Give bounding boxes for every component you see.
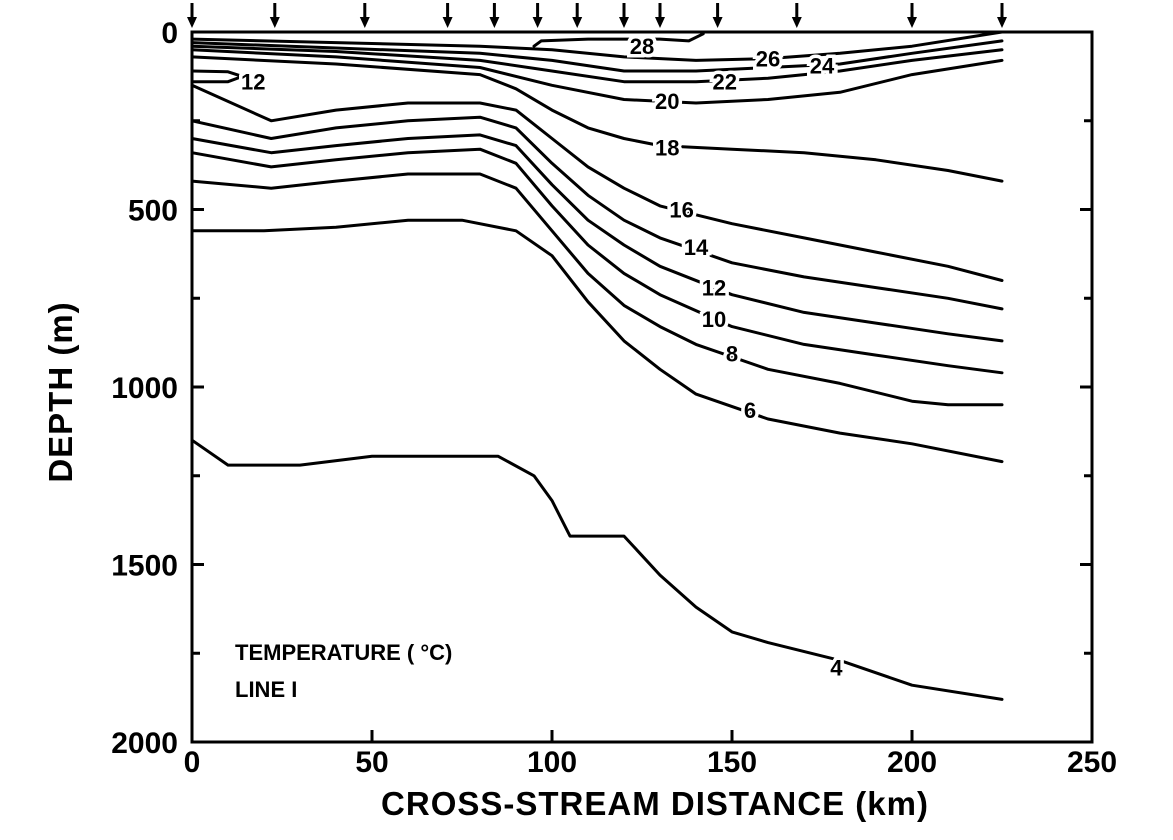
isotherm-14-line — [190, 115, 1004, 311]
contour-lines — [190, 30, 1004, 701]
isotherm-18-label: 18 — [655, 135, 679, 160]
station-arrow-icon — [655, 17, 665, 28]
isotherm-4-label: 4 — [830, 655, 843, 680]
isotherm-12-line — [190, 69, 244, 84]
isotherm-20-line — [190, 48, 1004, 105]
x-tick-label: 200 — [887, 746, 937, 779]
isotherm-28-label: 28 — [630, 34, 654, 59]
isotherm-26-label: 26 — [756, 47, 780, 72]
x-tick-label: 150 — [707, 746, 757, 779]
isotherm-26-line — [190, 30, 1004, 62]
annotation-temperature: TEMPERATURE ( °C) — [235, 640, 452, 665]
isotherm-4-line — [190, 438, 1004, 701]
isotherm-12-line — [190, 133, 1004, 343]
isotherm-16-label: 16 — [669, 198, 693, 223]
axis-ticks: 0 50 100 150 200 250 0 500 1000 1500 2000 — [111, 17, 1117, 779]
y-axis-title: DEPTH (m) — [42, 301, 79, 482]
isotherm-12-label: 12 — [702, 276, 726, 301]
y-tick-label: 0 — [161, 17, 178, 50]
y-tick-label: 500 — [128, 195, 178, 228]
station-arrow-icon — [359, 17, 370, 28]
contour-labels: 28 26 24 22 20 18 16 14 12 108 6 4 12 — [237, 31, 846, 684]
station-arrow-icon — [997, 17, 1007, 28]
isotherm-8-label: 8 — [726, 341, 738, 366]
station-arrow-icon — [489, 17, 500, 28]
station-arrow-icon — [187, 17, 197, 28]
isotherm-10-line — [190, 147, 1004, 375]
isotherm-8-line — [190, 172, 1004, 407]
isotherm-22-line — [190, 44, 1004, 84]
isotherm-6-label: 6 — [744, 398, 756, 423]
annotation-line: LINE I — [235, 677, 297, 702]
plot-area-border — [190, 30, 1094, 744]
station-arrow-icon — [532, 17, 543, 28]
isotherm-6-line — [190, 218, 1004, 464]
x-tick-label: 0 — [184, 746, 201, 779]
y-tick-label: 1000 — [111, 372, 178, 405]
isotherm-22-label: 22 — [713, 70, 737, 95]
isotherm-12-label: 12 — [241, 70, 265, 95]
isotherm-20-label: 20 — [655, 89, 679, 114]
x-tick-label: 100 — [527, 746, 577, 779]
isotherm-18-line — [190, 55, 1004, 183]
station-arrow-icon — [619, 17, 629, 28]
x-tick-label: 50 — [355, 746, 388, 779]
isotherm-10-label: 10 — [702, 307, 726, 332]
isotherm-16-line — [190, 83, 1004, 282]
isotherm-14-label: 14 — [684, 235, 709, 260]
isotherm-24-label: 24 — [810, 54, 835, 79]
station-arrow-icon — [907, 17, 917, 28]
isotherm-24-line — [190, 39, 1004, 73]
x-tick-label: 250 — [1067, 746, 1117, 779]
station-arrow-icon — [442, 17, 453, 28]
station-markers — [187, 3, 1007, 28]
y-tick-label: 2000 — [111, 727, 178, 760]
station-arrow-icon — [269, 17, 280, 28]
isotherm-28-line — [532, 32, 705, 48]
station-arrow-icon — [791, 17, 802, 28]
x-axis-title: CROSS-STREAM DISTANCE (km) — [381, 785, 929, 822]
plot-frame — [190, 30, 1094, 744]
y-tick-label: 1500 — [111, 550, 178, 583]
station-arrow-icon — [712, 17, 723, 28]
station-arrow-icon — [572, 17, 583, 28]
